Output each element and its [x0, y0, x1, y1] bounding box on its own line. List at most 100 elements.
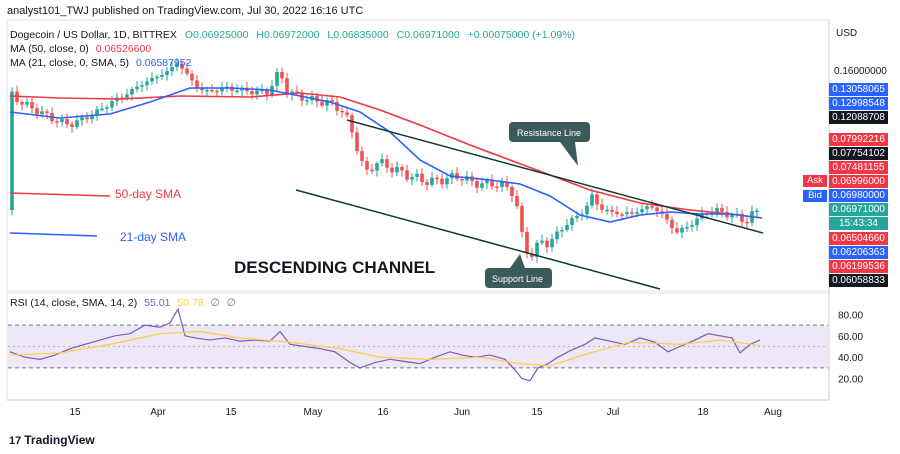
price-tag-5: 0.07481155	[829, 161, 888, 174]
candle-body-74	[380, 159, 384, 164]
candle-body-132	[670, 219, 674, 229]
time-tick-4: 16	[377, 407, 389, 418]
candle-body-144	[730, 214, 734, 218]
candle-body-42	[220, 87, 224, 92]
candle-body-100	[510, 186, 514, 197]
candle-body-78	[400, 166, 404, 171]
candle-body-36	[190, 73, 194, 81]
price-tag-1: 0.12998548	[829, 97, 888, 110]
candle-body-105	[535, 242, 539, 257]
candle-body-99	[505, 181, 509, 187]
rsi-tick-2: 40.00	[838, 353, 863, 364]
resistance-line	[346, 119, 764, 234]
rsi-label: RSI (14, close, SMA, 14, 2)	[10, 297, 138, 309]
candle-body-118	[600, 204, 604, 210]
support-line	[295, 189, 661, 290]
sma21-annotation: 21-day SMA	[120, 230, 186, 244]
candle-body-32	[170, 67, 174, 72]
time-tick-0: 15	[69, 407, 81, 418]
ma21-line	[9, 87, 763, 223]
candle-body-90	[460, 179, 464, 181]
candle-body-93	[475, 181, 479, 188]
candle-body-38	[200, 87, 204, 91]
time-tick-5: Jun	[454, 407, 470, 418]
candle-body-121	[615, 211, 619, 215]
candle-body-123	[625, 212, 629, 215]
price-tag-6: 0.06996000	[829, 175, 888, 188]
candle-body-96	[490, 180, 494, 187]
time-tick-3: May	[304, 407, 323, 418]
candle-body-17	[95, 109, 99, 116]
candle-body-120	[610, 209, 614, 212]
tv-mark-icon: 17	[9, 435, 22, 447]
brand-text: TradingView	[24, 433, 95, 447]
candle-body-135	[685, 226, 689, 229]
candle-body-35	[185, 68, 189, 74]
candle-body-140	[710, 212, 714, 214]
candle-body-41	[215, 90, 219, 93]
low-value: L0.06835000	[327, 29, 389, 41]
candle-body-59	[305, 100, 309, 102]
candle-body-72	[370, 169, 374, 172]
rsi-tick-3: 20.00	[838, 375, 863, 386]
rsi-tick-0: 80.00	[838, 310, 863, 321]
candle-body-10	[60, 119, 64, 123]
tradingview-logo: 17 TradingView	[9, 433, 95, 447]
candle-body-0	[10, 91, 14, 210]
time-tick-1: Apr	[150, 407, 166, 418]
rsi-value: 55.01	[144, 297, 171, 309]
candle-body-108	[550, 239, 554, 248]
rsi-empty-2: ∅	[226, 297, 236, 309]
candle-body-102	[520, 206, 524, 232]
rsi-empty-1: ∅	[210, 297, 220, 309]
candle-body-27	[145, 81, 149, 86]
ma50-legend: MA (50, close, 0) 0.06526600	[10, 43, 151, 55]
candle-body-75	[385, 159, 389, 168]
candle-body-62	[320, 101, 324, 106]
candle-body-110	[560, 229, 564, 232]
resistance-annotation: Resistance Line	[517, 128, 581, 138]
support-callout	[485, 268, 552, 288]
candle-body-31	[165, 71, 169, 75]
candle-body-124	[630, 212, 634, 214]
candle-body-127	[645, 206, 649, 210]
candle-body-141	[715, 207, 719, 213]
candle-body-71	[365, 161, 369, 170]
candle-body-115	[585, 205, 589, 215]
candle-body-66	[340, 110, 344, 113]
candle-body-136	[690, 225, 694, 227]
candle-body-109	[555, 231, 559, 240]
candle-body-134	[680, 227, 684, 233]
candle-body-26	[140, 85, 144, 87]
candle-body-95	[485, 180, 489, 184]
candle-body-67	[345, 112, 349, 116]
candle-body-112	[570, 218, 574, 226]
candle-body-87	[445, 178, 449, 185]
candle-body-49	[255, 90, 259, 95]
rsi-legend: RSI (14, close, SMA, 14, 2) 55.01 50.78 …	[10, 297, 236, 309]
candle-body-40	[210, 89, 214, 92]
candle-body-103	[525, 231, 529, 254]
candle-body-94	[480, 183, 484, 188]
candle-body-133	[675, 228, 679, 233]
support-callout-pointer	[510, 254, 525, 268]
candle-body-5	[35, 108, 39, 115]
ma21-legend: MA (21, close, 0, SMA, 5) 0.06587952	[10, 57, 191, 69]
rsi-ma-line	[9, 330, 761, 367]
resistance-callout	[509, 122, 590, 142]
candle-body-106	[540, 240, 544, 243]
time-tick-2: 15	[225, 407, 237, 418]
candle-body-3	[25, 102, 29, 105]
candle-body-37	[195, 80, 199, 88]
price-tag-4: 0.07754102	[829, 147, 888, 160]
candle-body-126	[640, 209, 644, 213]
resistance-callout-pointer	[560, 142, 578, 166]
candle-body-104	[530, 253, 534, 257]
ma21-label: MA (21, close, 0, SMA, 5)	[10, 57, 130, 69]
candle-body-131	[665, 213, 669, 220]
candle-body-137	[695, 218, 699, 226]
sma50-annotation: 50-day SMA	[115, 187, 181, 201]
support-annotation: Support Line	[492, 274, 543, 284]
candle-body-9	[55, 121, 59, 123]
